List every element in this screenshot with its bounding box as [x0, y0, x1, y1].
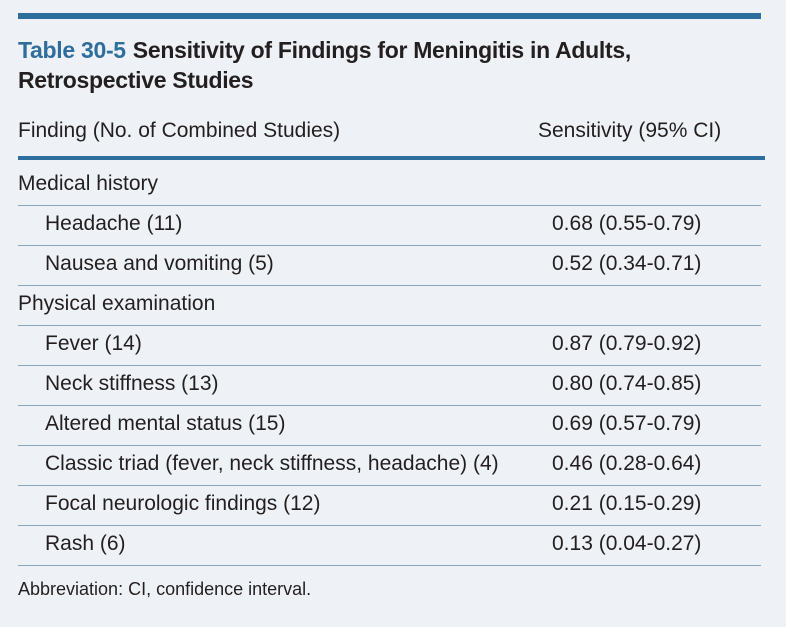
table-row: Neck stiffness (13) 0.80 (0.74-0.85): [18, 365, 761, 405]
table-title-text: Sensitivity of Findings for Meningitis i…: [18, 37, 631, 93]
finding-cell: Focal neurologic findings (12): [45, 492, 321, 515]
table-footnote: Abbreviation: CI, confidence interval.: [18, 579, 312, 599]
table-header-row: Finding (No. of Combined Studies) Sensit…: [18, 115, 761, 155]
bottom-rule: [18, 565, 761, 566]
table-row: Fever (14) 0.87 (0.79-0.92): [18, 325, 761, 365]
table-body: Medical history Headache (11) 0.68 (0.55-0…: [18, 166, 761, 565]
sensitivity-cell: 0.21 (0.15-0.29): [552, 492, 702, 515]
sensitivity-cell: 0.52 (0.34-0.71): [552, 252, 702, 275]
table-section-row: Medical history: [18, 166, 761, 205]
sensitivity-cell: 0.46 (0.28-0.64): [552, 452, 702, 475]
column-header-sensitivity: Sensitivity (95% CI): [538, 119, 722, 142]
sensitivity-cell: 0.80 (0.74-0.85): [552, 372, 702, 395]
table-row: Focal neurologic findings (12) 0.21 (0.15…: [18, 485, 761, 525]
table-row: Classic triad (fever, neck stiffness, he…: [18, 445, 761, 485]
finding-cell: Altered mental status (15): [45, 412, 286, 435]
section-heading: Physical examination: [18, 292, 216, 315]
sensitivity-cell: 0.69 (0.57-0.79): [552, 412, 702, 435]
finding-cell: Headache (11): [45, 212, 183, 235]
table-title: Table 30-5 Sensitivity of Findings for Me…: [18, 35, 758, 95]
table-number-label: Table 30-5: [18, 37, 126, 63]
top-rule: [18, 13, 761, 19]
section-heading: Medical history: [18, 172, 159, 195]
finding-cell: Classic triad (fever, neck stiffness, he…: [45, 452, 499, 475]
table-section-row: Physical examination: [18, 285, 761, 325]
sensitivity-cell: 0.87 (0.79-0.92): [552, 332, 702, 355]
table-row: Nausea and vomiting (5) 0.52 (0.34-0.71): [18, 245, 761, 285]
table-row: Headache (11) 0.68 (0.55-0.79): [18, 205, 761, 245]
finding-cell: Neck stiffness (13): [45, 372, 219, 395]
header-rule: [18, 156, 765, 160]
table-row: Rash (6) 0.13 (0.04-0.27): [18, 525, 761, 565]
table-row: Altered mental status (15) 0.69 (0.57-0.7…: [18, 405, 761, 445]
sensitivity-cell: 0.68 (0.55-0.79): [552, 212, 702, 235]
finding-cell: Rash (6): [45, 532, 126, 555]
sensitivity-cell: 0.13 (0.04-0.27): [552, 532, 702, 555]
finding-cell: Fever (14): [45, 332, 142, 355]
column-header-finding: Finding (No. of Combined Studies): [18, 119, 341, 142]
finding-cell: Nausea and vomiting (5): [45, 252, 274, 275]
